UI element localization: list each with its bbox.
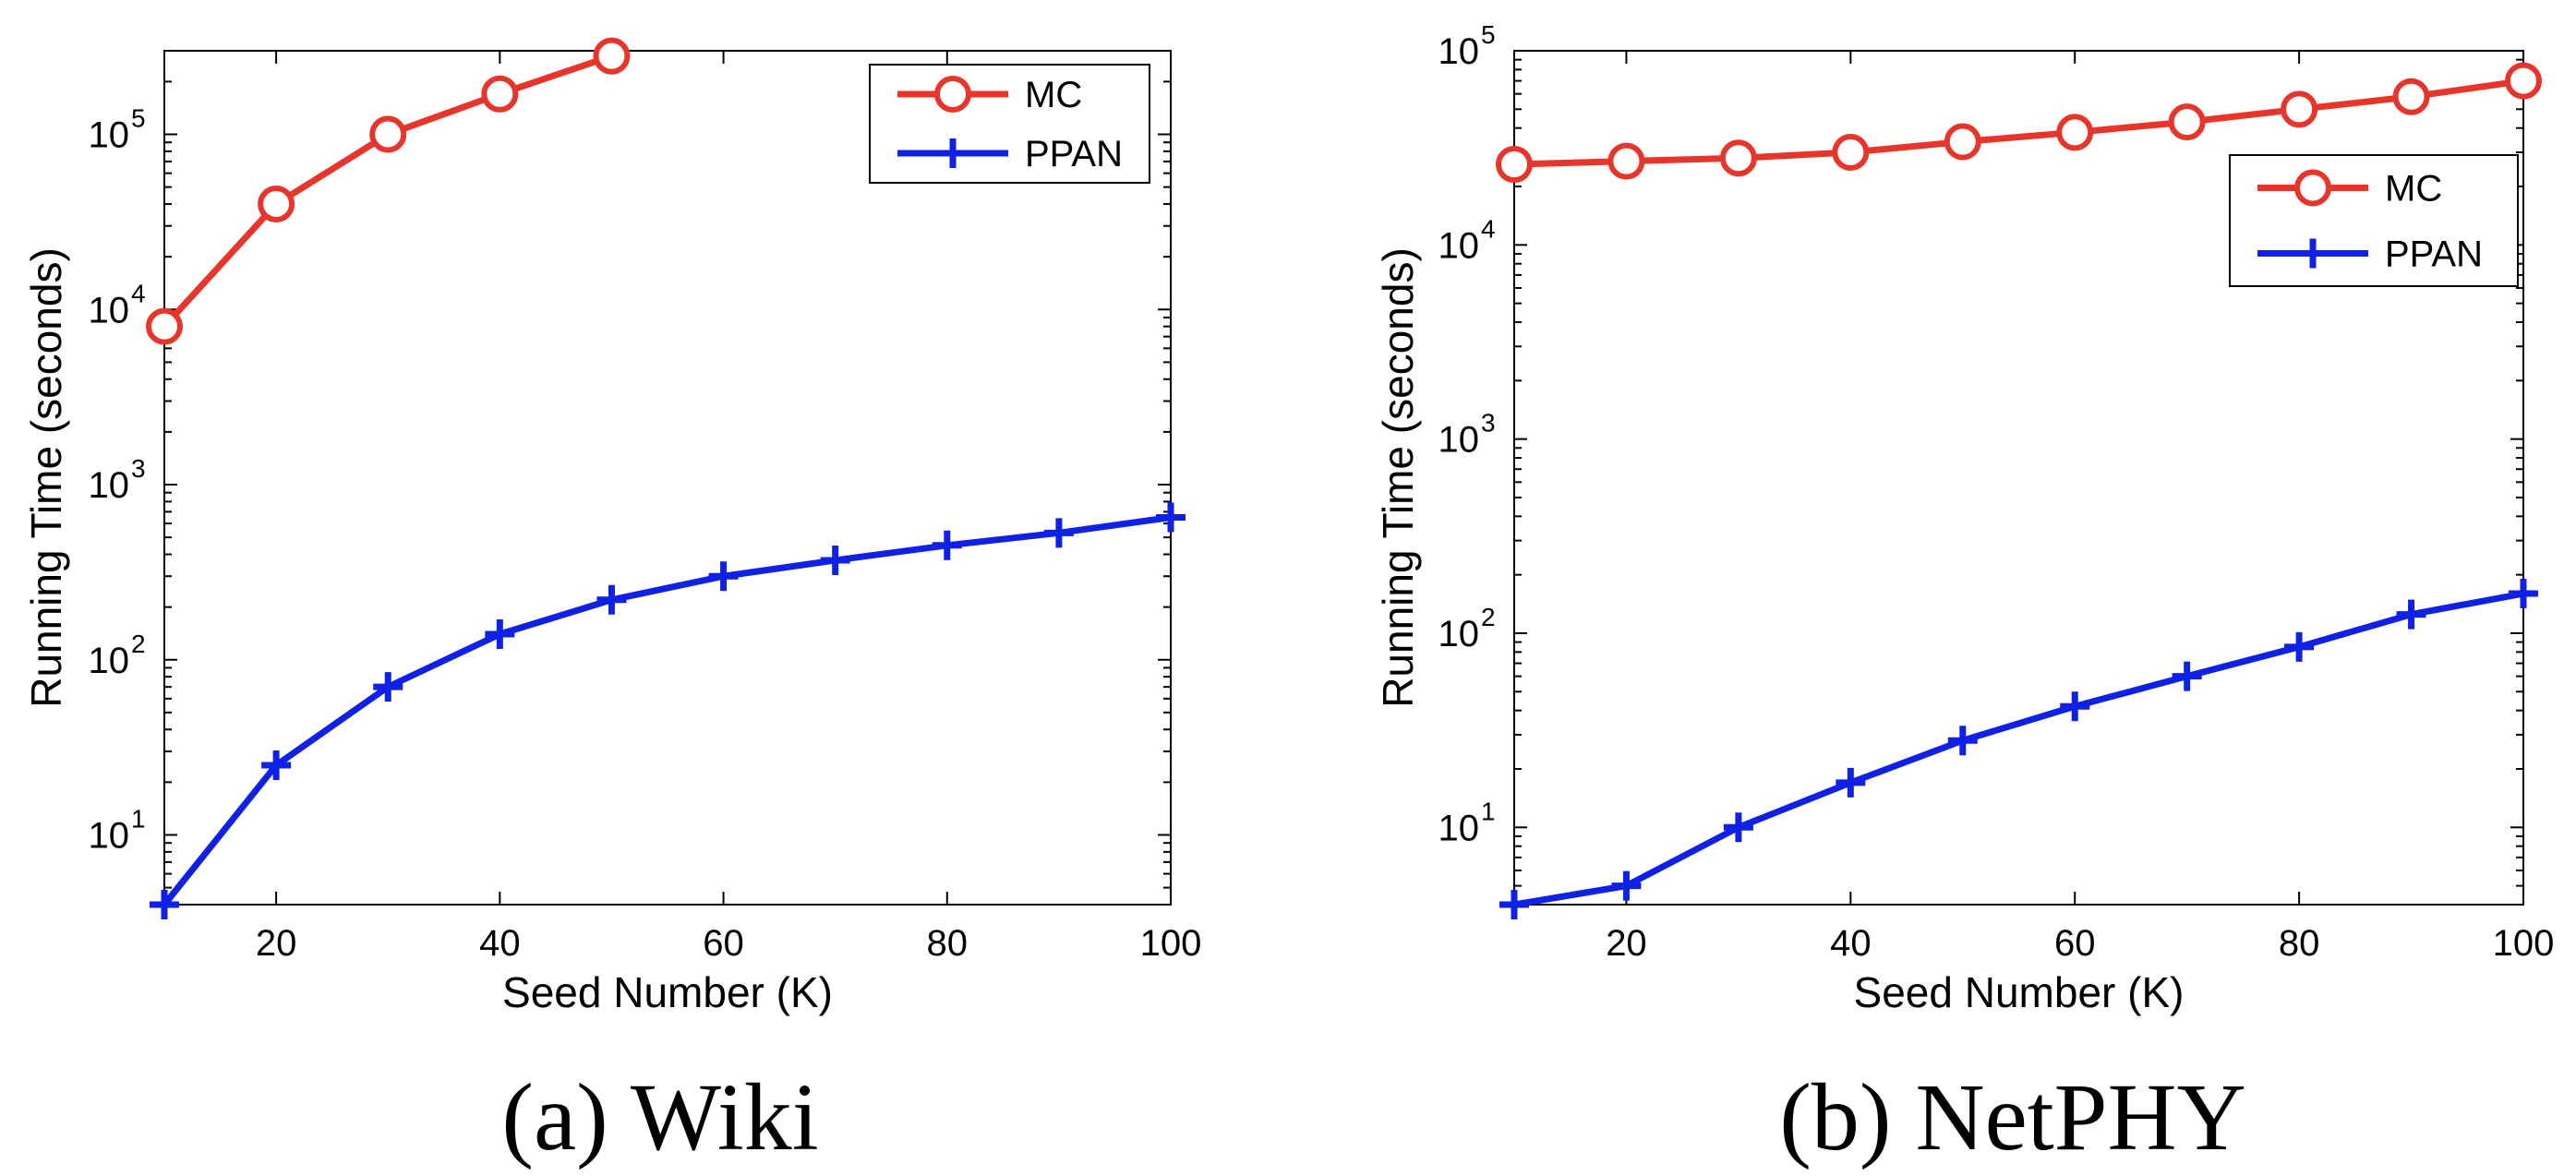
y-tick-label: 10 [89,290,130,330]
data-point-plus [2060,691,2090,722]
x-tick-label: 80 [2279,923,2320,964]
y-tick-label: 10 [1438,225,1480,266]
x-tick-label: 20 [1606,923,1647,964]
plot-frame [163,50,1172,906]
data-point-plus [1499,890,1529,919]
legend-label: PPAN [2385,234,2483,275]
x-tick-label: 60 [2054,923,2096,964]
y-tick-label: 10 [89,641,130,681]
data-point-circle [258,186,295,223]
data-point-circle [146,307,183,345]
y-tick-label: 10 [1438,614,1480,654]
data-point-circle [2168,103,2206,141]
series-mc [146,37,631,345]
y-tick-exponent: 2 [131,630,146,658]
y-tick-exponent: 1 [131,804,146,833]
y-tick-label: 10 [1438,31,1480,72]
series-line [162,514,1172,907]
data-point-circle [593,37,631,75]
data-point-plus [2509,579,2538,609]
data-point-circle [1944,123,1981,161]
data-point-plus [1723,812,1753,843]
legend: MC PPAN [869,64,1150,184]
data-point-circle [1719,139,1757,177]
data-point-plus [1156,502,1186,533]
data-point-circle [1607,142,1645,180]
data-point-circle [2281,90,2318,128]
legend-box [869,64,1150,184]
data-point-plus [1947,726,1978,756]
x-axis-label: Seed Number (K) [1854,968,2185,1016]
panel-caption: (a) Wiki [501,1064,818,1170]
legend-label: PPAN [1025,134,1123,174]
data-point-circle [481,75,519,113]
data-point-plus [1611,870,1642,901]
y-tick-label: 10 [89,815,130,856]
data-point-plus [373,672,403,702]
data-point-plus [2172,661,2202,691]
series-line [1513,78,2524,168]
series-ppan [1499,579,2538,919]
legend-item-ppan: PPAN [2257,234,2483,275]
y-tick-exponent: 5 [1481,20,1496,49]
x-axis-label: Seed Number (K) [502,968,833,1016]
data-point-plus [1836,767,1866,798]
panel-caption: (b) NetPHY [1779,1064,2245,1170]
data-point-plus [932,530,962,560]
y-tick-exponent: 3 [131,454,146,483]
x-tick-label: 40 [479,923,521,964]
y-tick-label: 10 [1438,420,1480,461]
legend-label: MC [2385,169,2442,210]
data-point-circle [2392,78,2430,115]
data-point-plus [596,584,627,615]
x-tick-label: 20 [256,923,297,964]
data-point-circle [2056,114,2094,151]
y-tick-label: 10 [89,115,130,156]
data-point-plus [485,619,515,650]
y-tick-exponent: 4 [131,279,146,307]
legend-marker [934,76,971,113]
data-point-plus [1043,518,1074,548]
series-mc [1496,62,2542,184]
data-point-plus [2396,599,2426,630]
x-tick-label: 40 [1830,923,1872,964]
x-tick-label: 80 [927,923,969,964]
y-axis-label: Running Time (seconds) [22,247,70,708]
y-tick-exponent: 1 [1481,797,1496,825]
data-point-circle [369,115,407,153]
y-tick-exponent: 2 [1481,603,1496,631]
y-tick-label: 10 [1438,808,1480,848]
legend-item-mc: MC [2257,169,2442,210]
legend-item-ppan: PPAN [897,134,1123,174]
legend: MC PPAN [2229,154,2519,287]
y-tick-exponent: 5 [131,104,146,133]
x-tick-label: 100 [1140,923,1202,964]
data-point-plus [820,545,850,575]
y-tick-label: 10 [89,465,130,506]
y-tick-exponent: 3 [1481,409,1496,438]
y-tick-exponent: 4 [1481,214,1496,243]
legend-item-mc: MC [897,75,1082,115]
data-point-circle [2505,62,2542,100]
data-point-plus [2284,631,2315,662]
legend-label: MC [1025,75,1082,115]
data-point-circle [1496,146,1533,184]
x-tick-label: 100 [2493,923,2555,964]
legend-marker [2294,169,2331,207]
data-point-circle [1832,133,1870,171]
series-line [1513,590,2524,908]
x-tick-label: 60 [703,923,744,964]
data-point-plus [261,750,292,780]
legend-box [2229,154,2519,287]
data-point-plus [708,561,739,592]
series-ppan [150,502,1186,919]
y-axis-label: Running Time (seconds) [1374,247,1422,708]
data-point-plus [150,890,179,919]
